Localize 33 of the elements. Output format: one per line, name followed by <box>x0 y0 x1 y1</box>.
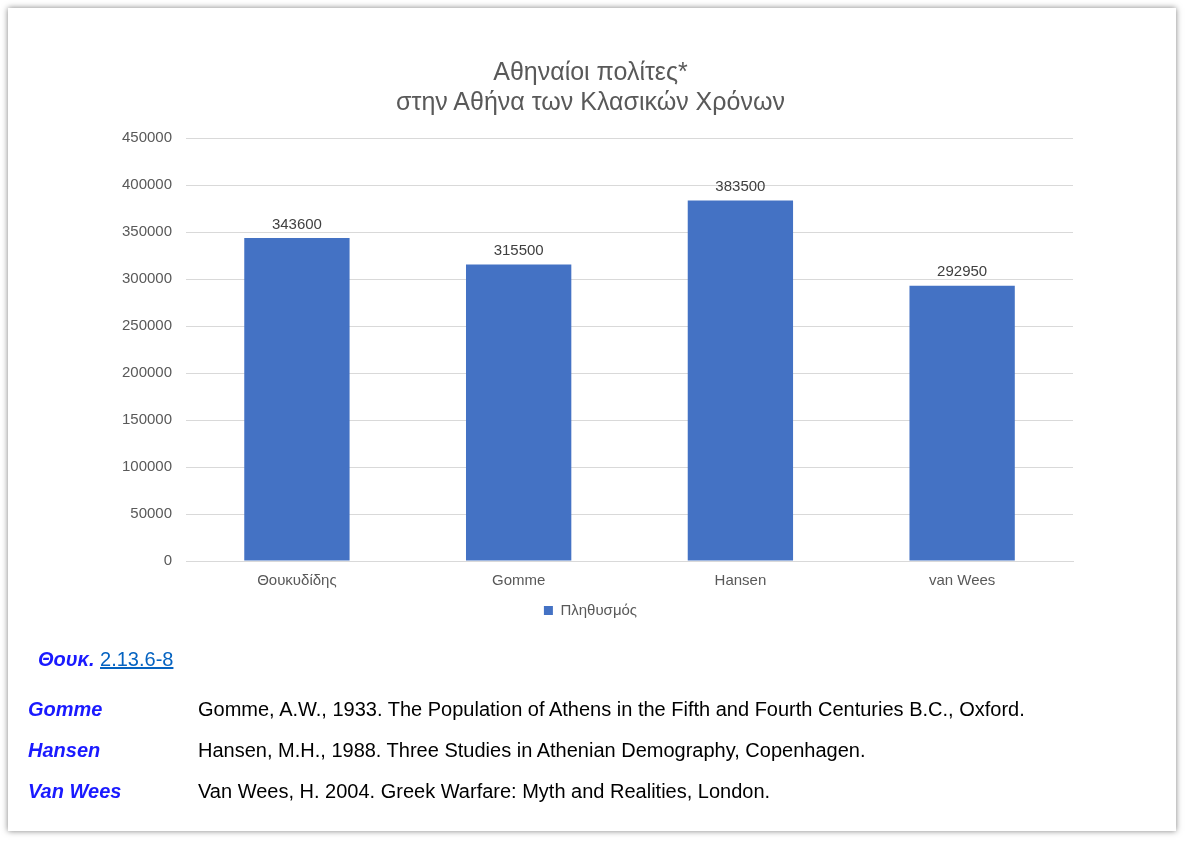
y-tick-label: 300000 <box>121 269 173 287</box>
text: Θουκ. <box>38 648 95 670</box>
data-label: 343600 <box>271 214 322 232</box>
x-tick-label: van Wees <box>928 571 996 589</box>
x-tick-label: Gomme <box>491 571 546 589</box>
text: 2.13.6-8 <box>100 648 174 670</box>
y-tick-label: 50000 <box>130 504 173 522</box>
text: Van Wees, H. 2004. Greek Warfare: Myth and Realities, London. <box>198 780 771 803</box>
data-label: 315500 <box>493 241 544 259</box>
y-tick-label: 100000 <box>121 457 173 475</box>
x-tick-label: Hansen <box>714 571 767 589</box>
y-tick-label: 250000 <box>121 316 173 334</box>
data-label: 383500 <box>715 177 766 195</box>
y-tick-label: 200000 <box>121 363 173 381</box>
bar <box>466 264 572 561</box>
y-tick-label: 350000 <box>121 222 173 240</box>
y-tick-label: 450000 <box>121 128 173 146</box>
text: Hansen, M.H., 1988. Three Studies in Athenian Demography, Copenhagen. <box>198 739 866 762</box>
text: Gomme <box>28 698 104 721</box>
x-tick-label: Θουκυδίδης <box>257 571 337 589</box>
y-tick-label: 400000 <box>121 175 173 193</box>
data-label: 292950 <box>937 262 988 280</box>
legend-label: Πληθυσμός <box>560 600 638 618</box>
text: Gomme, A.W., 1933. The Population of Athens in the Fifth and Fourth Centuries B.C., Oxford. <box>198 698 1025 721</box>
text: στην Αθήνα των Κλασικών Χρόνων <box>396 86 785 115</box>
bar <box>244 238 350 561</box>
y-tick-label: 0 <box>163 551 173 569</box>
text: Hansen <box>28 739 102 762</box>
text: Van Wees <box>28 780 123 803</box>
bar <box>687 200 794 561</box>
y-tick-label: 150000 <box>121 410 173 428</box>
bar <box>909 285 1015 561</box>
text: Αθηναίοι πολίτες* <box>493 56 688 85</box>
